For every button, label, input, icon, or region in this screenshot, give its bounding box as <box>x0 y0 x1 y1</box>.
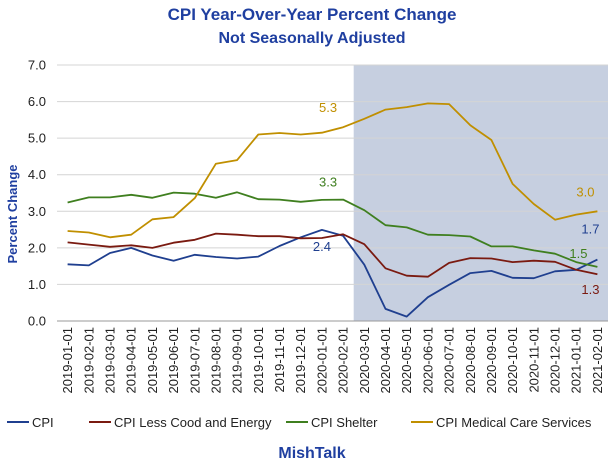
x-tick-label: 2019-10-01 <box>251 327 266 394</box>
y-tick-label: 1.0 <box>28 277 46 292</box>
chart-subtitle: Not Seasonally Adjusted <box>219 30 406 47</box>
data-annotation: 3.3 <box>319 175 337 190</box>
legend-label: CPI <box>32 415 54 430</box>
data-annotation: 5.3 <box>319 100 337 115</box>
x-tick-label: 2019-07-01 <box>187 327 202 394</box>
x-tick-labels: 2019-01-01 2019-02-01 2019-03-01 2019-04-01… <box>60 327 605 394</box>
series-line <box>67 232 598 278</box>
y-tick-label: 5.0 <box>28 131 46 146</box>
y-tick-label: 2.0 <box>28 240 46 255</box>
series-line <box>67 191 598 268</box>
legend: CPI CPI Less Cood and Energy CPI Shelter CP… <box>7 415 592 430</box>
x-tick-label: 2019-05-01 <box>145 327 160 394</box>
y-tick-label: 6.0 <box>28 94 46 109</box>
y-tick-label: 7.0 <box>28 58 46 73</box>
x-tick-label: 2019-01-01 <box>60 327 75 394</box>
y-tick-label: 3.0 <box>28 204 46 219</box>
series-line <box>67 228 598 318</box>
data-annotation: 1.5 <box>569 246 587 261</box>
x-tick-label: 2019-12-01 <box>293 327 308 394</box>
x-tick-label: 2019-11-01 <box>272 327 287 393</box>
series-line <box>67 102 598 239</box>
legend-label: CPI Less Cood and Energy <box>114 415 272 430</box>
data-annotation: 1.3 <box>581 282 599 297</box>
x-tick-label: 2021-02-01 <box>590 327 605 394</box>
data-annotation: 3.0 <box>576 184 594 199</box>
x-tick-label: 2020-08-01 <box>463 327 478 394</box>
data-annotation: 1.7 <box>581 222 599 237</box>
x-tick-label: 2020-12-01 <box>548 327 563 394</box>
legend-label: CPI Medical Care Services <box>436 415 592 430</box>
x-tick-label: 2019-02-01 <box>81 327 96 394</box>
x-tick-label: 2019-06-01 <box>166 327 181 394</box>
annotations: 5.3 3.3 2.4 3.0 1.7 1.5 1.3 <box>313 100 600 297</box>
x-tick-label: 2020-11-01 <box>526 327 541 393</box>
data-annotation: 2.4 <box>313 239 331 254</box>
x-tick-label: 2020-07-01 <box>442 327 457 394</box>
shaded-region <box>353 65 608 321</box>
x-tick-label: 2019-08-01 <box>208 327 223 394</box>
x-tick-label: 2020-10-01 <box>505 327 520 394</box>
x-tick-label: 2020-05-01 <box>399 327 414 394</box>
x-tick-label: 2020-04-01 <box>378 327 393 394</box>
x-tick-label: 2019-03-01 <box>102 327 117 394</box>
y-axis-label: Percent Change <box>5 165 20 264</box>
series-lines <box>67 102 598 318</box>
x-tick-label: 2020-06-01 <box>420 327 435 394</box>
y-tick-labels: 0.0 1.0 2.0 3.0 4.0 5.0 6.0 7.0 <box>28 58 46 329</box>
footer-brand: MishTalk <box>278 445 345 462</box>
x-tick-label: 2019-04-01 <box>124 327 139 394</box>
x-tick-label: 2021-01-01 <box>569 327 584 394</box>
x-tick-label: 2020-01-01 <box>314 327 329 394</box>
x-tick-label: 2020-09-01 <box>484 327 499 394</box>
chart-title: CPI Year-Over-Year Percent Change <box>168 5 457 24</box>
y-tick-label: 4.0 <box>28 167 46 182</box>
y-tick-label: 0.0 <box>28 314 46 329</box>
x-tick-label: 2019-09-01 <box>230 327 245 394</box>
x-tick-label: 2020-02-01 <box>336 327 351 394</box>
legend-label: CPI Shelter <box>311 415 378 430</box>
x-tick-label: 2020-03-01 <box>357 327 372 394</box>
